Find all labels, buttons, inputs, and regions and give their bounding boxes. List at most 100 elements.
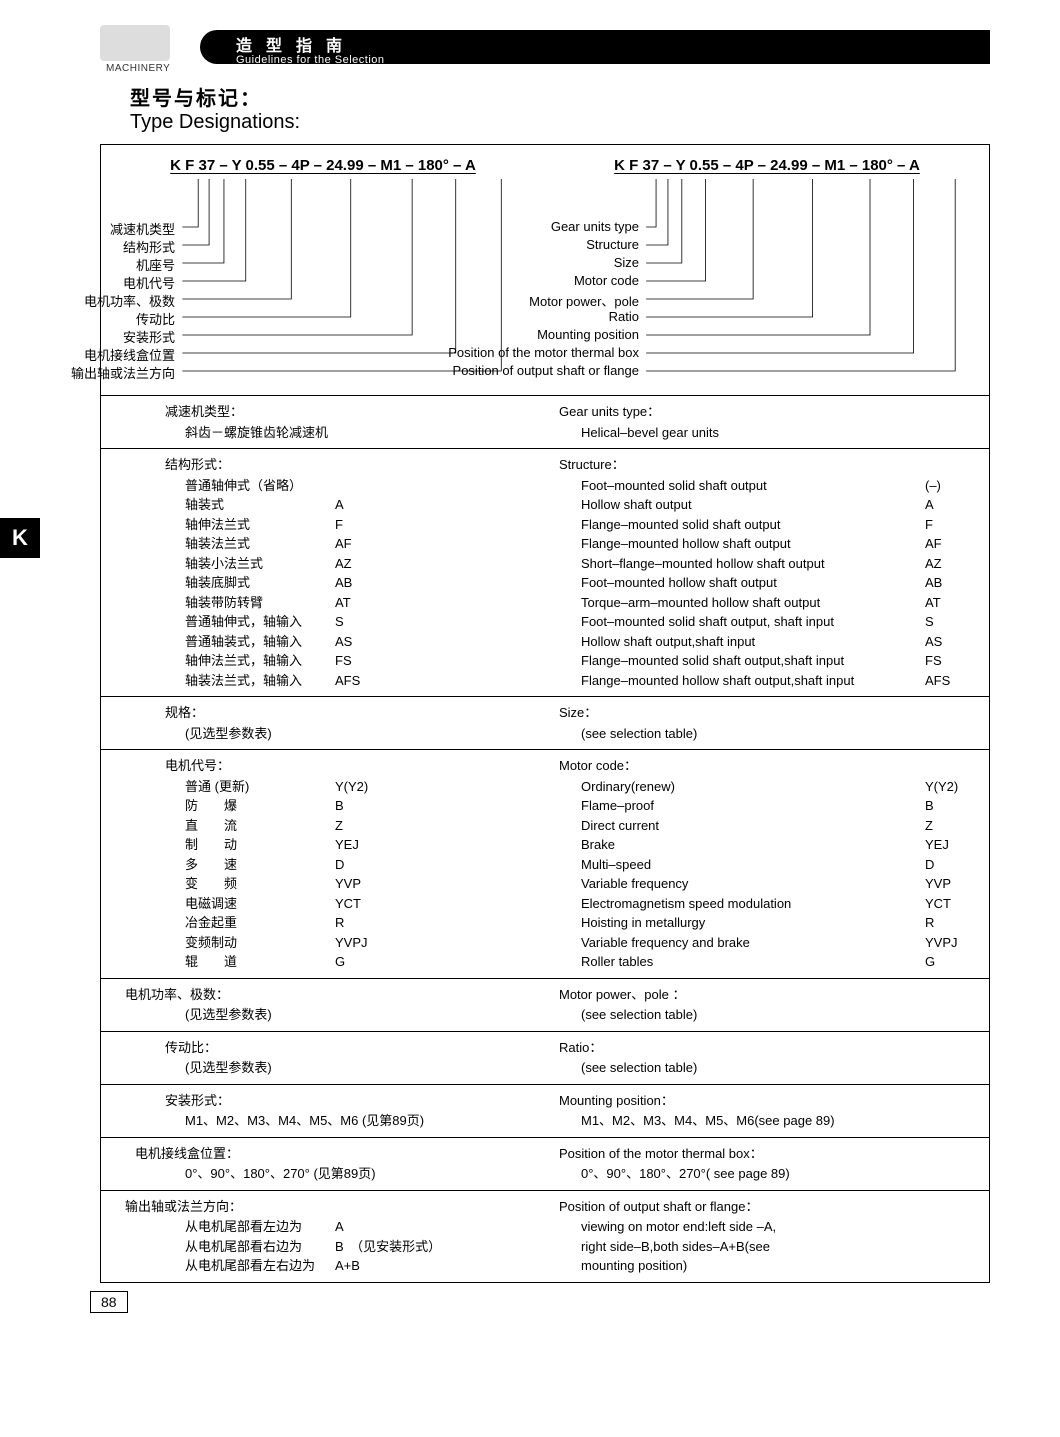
row-label: 冶金起重 — [185, 913, 335, 933]
section-power: 电机功率、极数： (见选型参数表) Motor power、pole ： (se… — [101, 978, 989, 1031]
row-code: R — [925, 913, 975, 933]
table-row: 多 速D — [185, 855, 531, 875]
table-row: Torque–arm–mounted hollow shaft outputAT — [581, 593, 975, 613]
header-cn: 造型指南 — [236, 32, 990, 56]
table-row: 轴装式A — [185, 495, 531, 515]
row-label: Flange–mounted solid shaft output — [581, 515, 925, 535]
page-number: 88 — [90, 1291, 128, 1313]
section-mount: 安装形式： M1、M2、M3、M4、M5、M6 (见第89页) Mounting… — [101, 1084, 989, 1137]
table-row: Flange–mounted hollow shaft output,shaft… — [581, 671, 975, 691]
table-row: 制 动YEJ — [185, 835, 531, 855]
row-label: 轴装带防转臂 — [185, 593, 335, 613]
sec-val: (see selection table) — [559, 1005, 975, 1025]
row-code: AZ — [335, 554, 385, 574]
title-en: Type Designations: — [130, 111, 990, 134]
dlabel: Mounting position — [537, 327, 639, 342]
dlabel: 机座号 — [136, 255, 175, 274]
machinery-label: MACHINERY — [106, 63, 170, 74]
code-string-cn: K F 37 – Y 0.55 – 4P – 24.99 – M1 – 180°… — [115, 157, 531, 179]
dlabel: Position of the motor thermal box — [448, 345, 639, 360]
row-label: Electromagnetism speed modulation — [581, 894, 925, 914]
row-code: A+B — [335, 1256, 360, 1276]
sec-val: (见选型参数表) — [115, 1058, 531, 1078]
sec-title: 电机接线盒位置： — [115, 1144, 531, 1164]
table-row: 轴伸法兰式，轴输入FS — [185, 651, 531, 671]
table-row: 从电机尾部看左边为A — [185, 1217, 531, 1237]
sec-val: (见选型参数表) — [115, 1005, 531, 1025]
row-label: Hollow shaft output,shaft input — [581, 632, 925, 652]
row-code: R — [335, 913, 385, 933]
row-label: 轴装小法兰式 — [185, 554, 335, 574]
table-row: 从电机尾部看左右边为A+B — [185, 1256, 531, 1276]
row-label: Short–flange–mounted hollow shaft output — [581, 554, 925, 574]
output-line: mounting position) — [581, 1256, 975, 1276]
section-box: 电机接线盒位置： 0°、90°、180°、270° (见第89页) Positi… — [101, 1137, 989, 1190]
row-label: Flange–mounted solid shaft output,shaft … — [581, 651, 925, 671]
row-label: 制 动 — [185, 835, 335, 855]
row-code: YCT — [335, 894, 385, 914]
table-row: Hollow shaft outputA — [581, 495, 975, 515]
table-row: 轴装底脚式AB — [185, 573, 531, 593]
table-row: Flange–mounted solid shaft outputF — [581, 515, 975, 535]
table-row: 从电机尾部看右边为B （见安装形式） — [185, 1237, 531, 1257]
row-code: D — [925, 855, 975, 875]
row-label: Foot–mounted solid shaft output, shaft i… — [581, 612, 925, 632]
row-label: Flange–mounted hollow shaft output,shaft… — [581, 671, 925, 691]
row-code: AT — [925, 593, 975, 613]
row-code: AS — [925, 632, 975, 652]
dlabel: 电机代号 — [123, 273, 175, 292]
row-code: D — [335, 855, 385, 875]
row-label: Flame–proof — [581, 796, 925, 816]
dlabel: Motor code — [574, 273, 639, 288]
sec-title: Mounting position： — [559, 1091, 975, 1111]
row-code: F — [335, 515, 385, 535]
row-label: 从电机尾部看右边为 — [185, 1237, 335, 1257]
row-code: AF — [335, 534, 385, 554]
row-code: AB — [335, 573, 385, 593]
row-code: S — [335, 612, 385, 632]
sec-title: Size： — [559, 703, 975, 723]
row-code: YVP — [925, 874, 975, 894]
sec-title: 传动比： — [115, 1038, 531, 1058]
table-row: Flame–proofB — [581, 796, 975, 816]
sec-title: Ratio： — [559, 1038, 975, 1058]
row-code: AB — [925, 573, 975, 593]
sec-title: Structure： — [559, 455, 975, 475]
dlabel: 减速机类型 — [110, 219, 175, 238]
table-row: Flange–mounted solid shaft output,shaft … — [581, 651, 975, 671]
row-code: YEJ — [925, 835, 975, 855]
row-label: 轴装底脚式 — [185, 573, 335, 593]
table-row: 冶金起重R — [185, 913, 531, 933]
table-row: 普通轴装式，轴输入AS — [185, 632, 531, 652]
code-string-en: K F 37 – Y 0.55 – 4P – 24.99 – M1 – 180°… — [559, 157, 975, 179]
row-code: (–) — [925, 476, 975, 496]
table-row: BrakeYEJ — [581, 835, 975, 855]
table-row: 轴装法兰式，轴输入AFS — [185, 671, 531, 691]
sec-title: Gear units type： — [559, 402, 975, 422]
row-label: 普通轴伸式，轴输入 — [185, 612, 335, 632]
table-row: Ordinary(renew)Y(Y2) — [581, 777, 975, 797]
row-code: YEJ — [335, 835, 385, 855]
row-code: Z — [925, 816, 975, 836]
row-code: FS — [925, 651, 975, 671]
row-label: 变 频 — [185, 874, 335, 894]
row-code: G — [925, 952, 975, 972]
col-right: K F 37 – Y 0.55 – 4P – 24.99 – M1 – 180°… — [545, 145, 989, 395]
sec-title: 规格： — [115, 703, 531, 723]
row-code: AFS — [925, 671, 975, 691]
sec-title: 输出轴或法兰方向： — [115, 1197, 531, 1217]
row-label: 普通轴装式，轴输入 — [185, 632, 335, 652]
row-code: YCT — [925, 894, 975, 914]
row-label: 轴装法兰式，轴输入 — [185, 671, 335, 691]
table-row: Direct currentZ — [581, 816, 975, 836]
sec-title: 电机代号： — [115, 756, 531, 776]
row-code: Z — [335, 816, 385, 836]
row-code: AS — [335, 632, 385, 652]
table-row: Variable frequency and brakeYVPJ — [581, 933, 975, 953]
row-label: 从电机尾部看左边为 — [185, 1217, 335, 1237]
sec-title: Motor code： — [559, 756, 975, 776]
row-label: Variable frequency — [581, 874, 925, 894]
row-code: Y(Y2) — [335, 777, 385, 797]
output-line: right side–B,both sides–A+B(see — [581, 1237, 975, 1257]
section-size: 规格： (见选型参数表) Size： (see selection table) — [101, 696, 989, 749]
